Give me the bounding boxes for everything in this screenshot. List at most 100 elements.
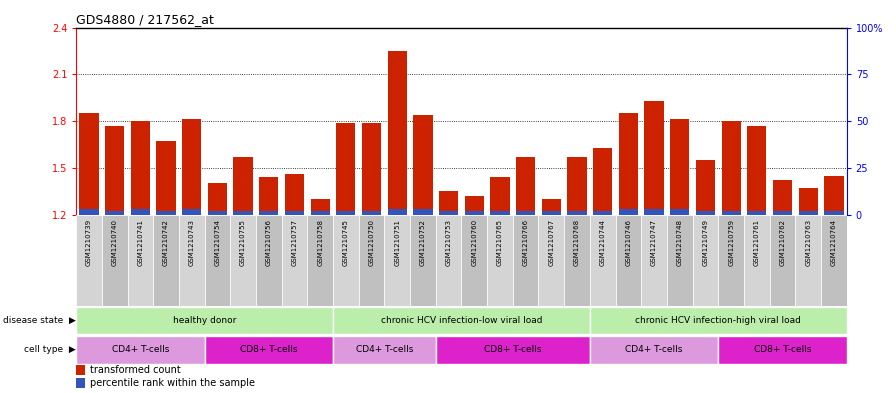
Bar (721, 121, 741, 215)
Bar (234, 157, 253, 215)
Bar (796, 215, 821, 306)
Bar (388, 209, 407, 215)
Bar (439, 191, 458, 215)
Bar (593, 147, 612, 215)
Bar (76, 378, 85, 388)
Text: CD4+ T-cells: CD4+ T-cells (356, 345, 413, 354)
Bar (285, 211, 304, 215)
Text: CD4+ T-cells: CD4+ T-cells (112, 345, 169, 354)
Text: GSM1210745: GSM1210745 (343, 219, 349, 266)
Bar (461, 215, 487, 306)
Text: GSM1210741: GSM1210741 (137, 219, 143, 266)
Bar (542, 199, 561, 215)
Text: GSM1210756: GSM1210756 (266, 219, 271, 266)
Bar (435, 215, 461, 306)
Text: GSM1210766: GSM1210766 (522, 219, 529, 266)
Bar (208, 211, 227, 215)
Bar (307, 215, 333, 306)
Bar (285, 174, 304, 215)
Text: GSM1210743: GSM1210743 (189, 219, 194, 266)
Bar (80, 113, 99, 215)
Text: CD8+ T-cells: CD8+ T-cells (754, 345, 811, 354)
Text: disease state  ▶: disease state ▶ (3, 316, 75, 325)
Bar (667, 215, 693, 306)
Bar (413, 209, 433, 215)
Bar (693, 215, 719, 306)
Text: GSM1210759: GSM1210759 (728, 219, 734, 266)
Bar (644, 209, 664, 215)
Text: CD8+ T-cells: CD8+ T-cells (484, 345, 541, 354)
Bar (642, 215, 667, 306)
Text: GSM1210762: GSM1210762 (780, 219, 786, 266)
Bar (513, 215, 538, 306)
Bar (590, 307, 847, 334)
Bar (311, 199, 330, 215)
Bar (333, 307, 590, 334)
Bar (80, 209, 99, 215)
Text: GSM1210753: GSM1210753 (445, 219, 452, 266)
Text: cell type  ▶: cell type ▶ (24, 345, 75, 354)
Text: GSM1210748: GSM1210748 (676, 219, 683, 266)
Bar (204, 336, 333, 364)
Text: GSM1210760: GSM1210760 (471, 219, 478, 266)
Text: GSM1210739: GSM1210739 (86, 219, 92, 266)
Bar (542, 211, 561, 215)
Text: GSM1210747: GSM1210747 (651, 219, 657, 266)
Text: GSM1210767: GSM1210767 (548, 219, 555, 266)
Bar (824, 176, 843, 215)
Bar (744, 215, 770, 306)
Bar (487, 215, 513, 306)
Bar (670, 119, 689, 215)
Bar (182, 119, 202, 215)
Bar (105, 211, 125, 215)
Bar (410, 215, 435, 306)
Bar (435, 336, 590, 364)
Bar (362, 123, 381, 215)
Bar (131, 121, 150, 215)
Text: chronic HCV infection-high viral load: chronic HCV infection-high viral load (635, 316, 801, 325)
Text: GSM1210757: GSM1210757 (291, 219, 297, 266)
Bar (234, 211, 253, 215)
Text: percentile rank within the sample: percentile rank within the sample (90, 378, 255, 388)
Bar (105, 126, 125, 215)
Bar (798, 211, 818, 215)
Text: GSM1210765: GSM1210765 (497, 219, 503, 266)
Bar (564, 215, 590, 306)
Text: transformed count: transformed count (90, 365, 181, 375)
Text: GSM1210764: GSM1210764 (831, 219, 837, 266)
Bar (384, 215, 410, 306)
Bar (721, 211, 741, 215)
Bar (76, 215, 102, 306)
Text: GSM1210749: GSM1210749 (702, 219, 709, 266)
Text: GSM1210754: GSM1210754 (214, 219, 220, 266)
Bar (230, 215, 256, 306)
Bar (770, 215, 796, 306)
Bar (413, 115, 433, 215)
Bar (821, 215, 847, 306)
Text: GSM1210742: GSM1210742 (163, 219, 169, 266)
Bar (619, 209, 638, 215)
Bar (644, 101, 664, 215)
Bar (358, 215, 384, 306)
Bar (179, 215, 204, 306)
Bar (333, 215, 358, 306)
Bar (208, 184, 227, 215)
Bar (157, 141, 176, 215)
Text: healthy donor: healthy donor (173, 316, 237, 325)
Bar (616, 215, 642, 306)
Bar (773, 180, 792, 215)
Bar (127, 215, 153, 306)
Bar (516, 157, 535, 215)
Text: GSM1210752: GSM1210752 (420, 219, 426, 266)
Text: GSM1210761: GSM1210761 (754, 219, 760, 266)
Text: GSM1210750: GSM1210750 (368, 219, 375, 266)
Bar (619, 113, 638, 215)
Bar (719, 215, 744, 306)
Bar (747, 126, 766, 215)
Text: GSM1210755: GSM1210755 (240, 219, 246, 266)
Bar (76, 365, 85, 375)
Bar (567, 157, 587, 215)
Bar (465, 211, 484, 215)
Text: GSM1210746: GSM1210746 (625, 219, 632, 266)
Bar (256, 215, 281, 306)
